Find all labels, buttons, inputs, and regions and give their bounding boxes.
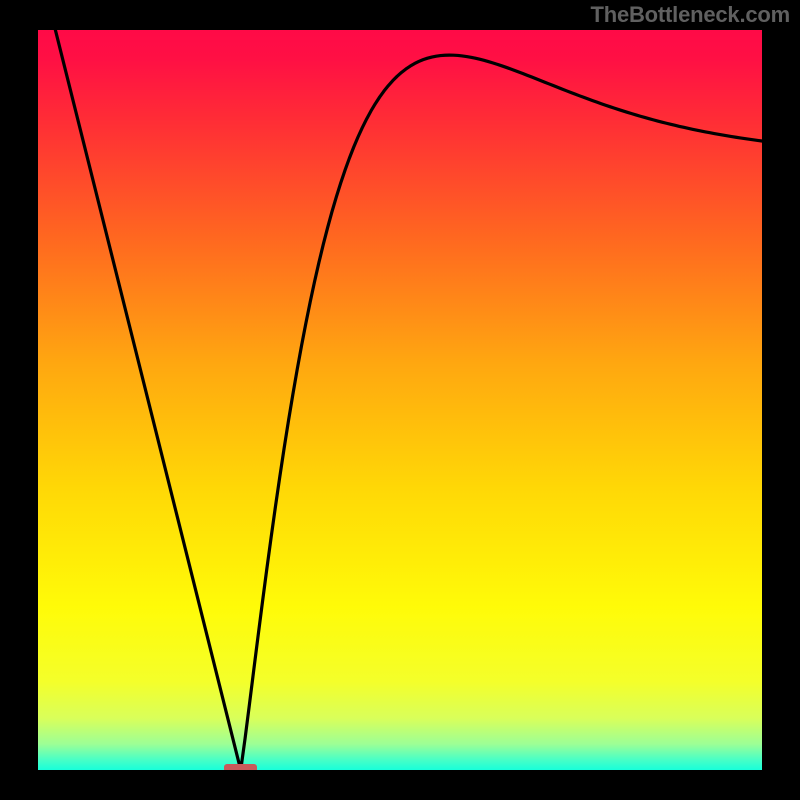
watermark-text: TheBottleneck.com [590, 2, 790, 28]
plot-area [38, 30, 762, 770]
plot-background-gradient [38, 30, 762, 770]
chart-container: TheBottleneck.com [0, 0, 800, 800]
minimum-marker [224, 764, 257, 770]
